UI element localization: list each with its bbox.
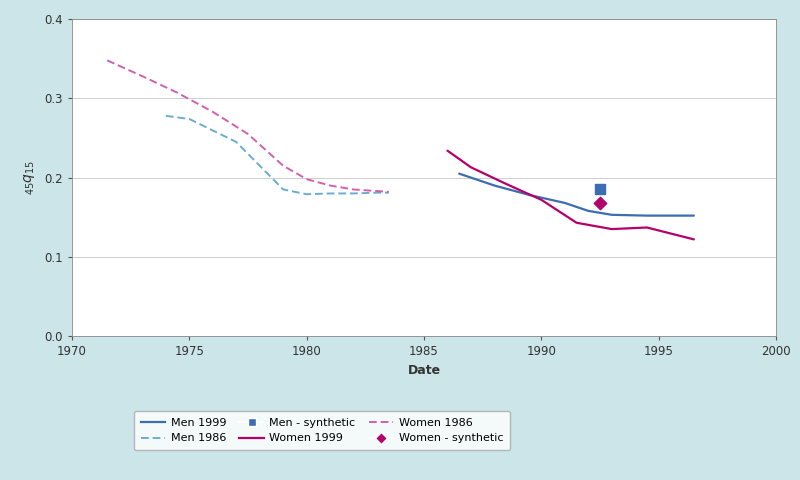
Point (594, 199, 606, 207)
Legend: Men 1999, Men 1986, Men - synthetic, Women 1999, Women 1986, Women - synthetic: Men 1999, Men 1986, Men - synthetic, Wom… (134, 411, 510, 450)
Point (594, 186, 606, 193)
X-axis label: Date: Date (407, 363, 441, 377)
Text: $_{45}q_{15}$: $_{45}q_{15}$ (22, 160, 38, 195)
